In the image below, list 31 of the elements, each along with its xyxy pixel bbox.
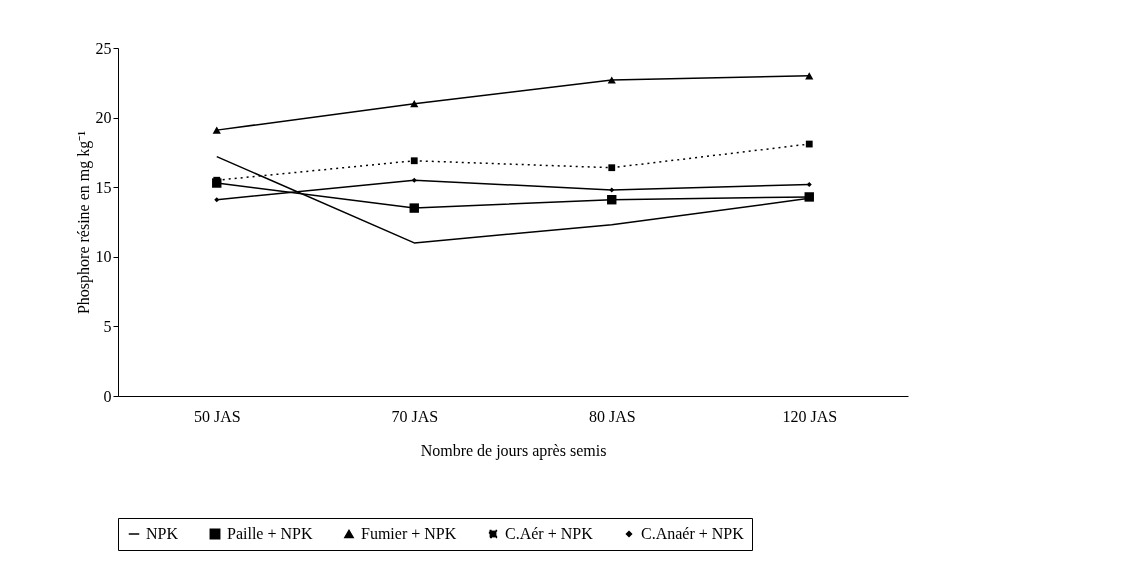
x-tick-label: 70 JAS bbox=[391, 407, 439, 425]
y-tick-label: 20 bbox=[95, 109, 112, 127]
x-tick-label: 50 JAS bbox=[193, 407, 241, 425]
y-tick-label: 15 bbox=[95, 178, 112, 196]
x-tick-label: 120 JAS bbox=[782, 407, 838, 425]
legend-label: C.Aér + NPK bbox=[505, 525, 594, 542]
point bbox=[410, 100, 419, 108]
legend-label: C.Anaér + NPK bbox=[641, 525, 745, 542]
legend-label: NPK bbox=[146, 525, 179, 542]
point bbox=[806, 181, 812, 187]
point bbox=[608, 164, 616, 172]
y-tick-label: 25 bbox=[95, 39, 112, 57]
point bbox=[607, 195, 617, 205]
legend-label: Fumier + NPK bbox=[361, 525, 457, 542]
x-tick-label: 80 JAS bbox=[588, 407, 636, 425]
point bbox=[214, 197, 220, 203]
y-tick-label: 5 bbox=[103, 317, 112, 335]
point bbox=[410, 157, 418, 165]
y-tick-label: 10 bbox=[95, 248, 112, 266]
legend-label: Paille + NPK bbox=[227, 525, 313, 542]
y-tick-label: 0 bbox=[103, 387, 112, 405]
point bbox=[411, 177, 417, 183]
point bbox=[804, 192, 814, 202]
point bbox=[805, 140, 813, 148]
point bbox=[805, 72, 814, 80]
y-axis-title: Phosphore résine en mg kg⁻¹ bbox=[74, 130, 93, 315]
x-axis-title: Nombre de jours après semis bbox=[420, 441, 607, 460]
point bbox=[409, 203, 419, 213]
point bbox=[609, 187, 615, 193]
point bbox=[607, 76, 616, 84]
point bbox=[212, 126, 221, 134]
